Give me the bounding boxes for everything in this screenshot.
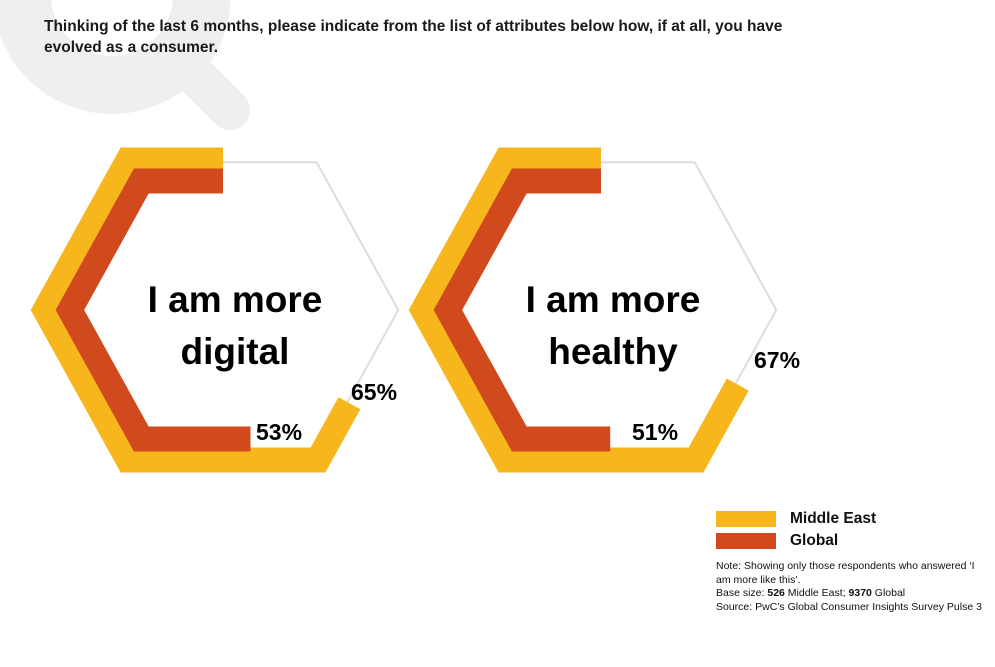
base-me-text: Middle East; [784,587,849,599]
chart-title-line1: I am more [148,279,323,320]
hexagon-chart-digital: I am more digital 53% 65% [30,147,400,473]
global-value-label: 51% [632,419,678,445]
base-me-number: 526 [767,587,785,599]
global-bar [55,168,251,452]
legend-item-global: Global [716,530,986,552]
chart-title-line2: digital [181,331,290,372]
chart-title-line2: healthy [548,331,678,372]
global-value-label: 53% [256,419,302,445]
q-watermark [0,0,250,130]
middle-east-swatch [716,511,776,527]
legend: Middle East Global Note: Showing only th… [716,508,986,614]
legend-label-global: Global [790,532,839,549]
base-size-line: Base size: 526 Middle East; 9370 Global [716,587,986,601]
hexagon-chart-healthy: I am more healthy 51% 67% [408,147,800,473]
question-text: Thinking of the last 6 months, please in… [44,18,783,56]
footnote: Note: Showing only those respondents who… [716,560,986,614]
legend-label-middle-east: Middle East [790,510,877,527]
middle-east-bar [30,147,361,473]
source-line: Source: PwC’s Global Consumer Insights S… [716,600,982,613]
global-swatch [716,533,776,549]
middle-east-bar [408,147,749,473]
legend-item-middle-east: Middle East [716,508,986,530]
middle-east-value-label: 65% [351,379,397,405]
base-global-number: 9370 [848,587,872,599]
middle-east-value-label: 67% [754,347,800,373]
base-prefix: Base size: [716,587,768,599]
base-global-text: Global [871,587,906,599]
chart-title-line1: I am more [526,279,701,320]
note-line: Note: Showing only those respondents who… [716,560,975,586]
global-bar [433,168,611,452]
